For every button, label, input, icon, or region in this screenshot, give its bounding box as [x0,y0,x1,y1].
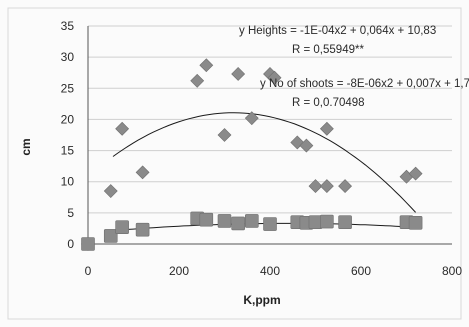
y-tick-label: 10 [61,175,75,189]
square-point [338,215,352,229]
y-axis-title: cm [19,138,33,155]
gridlines [87,25,452,245]
y-tick-label: 30 [61,50,75,64]
square-point [231,216,245,231]
y-tick-label: 5 [67,206,74,220]
square-point [308,215,323,229]
diamond-point [338,179,352,193]
diamond-point [319,179,334,193]
diamond-point [299,138,314,153]
x-axis-title: K,ppm [243,293,280,307]
y-tick-label: 0 [67,237,74,251]
diamond-point [115,121,130,136]
y-tick-label: 25 [61,81,75,95]
x-tick-label: 400 [260,264,280,278]
shoots-equation: y No of shoots = -8E-06x2 + 0,007x + 1,7… [260,78,469,90]
diamond-point [408,166,423,181]
square-point [320,214,334,229]
diamond-point [319,121,334,136]
shoots-r-value: R = 0,0.70498 [292,97,365,109]
x-tick-label: 0 [85,264,92,278]
heights-equation: y Heights = -1E-04x2 + 0,064x + 10,83 [239,25,436,37]
tick-labels: 0 5 10 15 20 25 30 35 0 200 400 600 800 [61,19,463,278]
square-point [103,229,118,243]
square-point [81,237,95,251]
diamond-point [308,179,323,193]
y-tick-label: 20 [61,112,75,126]
diamond-point [231,67,246,81]
diamond-point [103,184,118,198]
x-tick-label: 200 [169,264,189,278]
y-tick-label: 15 [61,144,75,158]
square-point [199,212,214,227]
square-point [408,216,423,230]
diamond-point [267,70,282,85]
square-point [245,214,259,228]
diamond-point [190,73,205,88]
data-points [81,58,423,251]
trendline-heights [112,112,416,213]
square-point [217,214,232,228]
square-point [115,220,129,234]
chart-border [7,7,462,320]
square-point [135,222,150,237]
heights-r-value: R = 0,55949** [292,44,364,56]
square-point [263,217,277,231]
diamond-point [244,111,259,126]
diamond-point [135,165,150,180]
x-tick-label: 600 [351,264,371,278]
y-tick-label: 35 [61,19,75,33]
diamond-point [217,128,232,142]
x-tick-label: 800 [442,264,462,278]
diamond-point [199,58,214,73]
